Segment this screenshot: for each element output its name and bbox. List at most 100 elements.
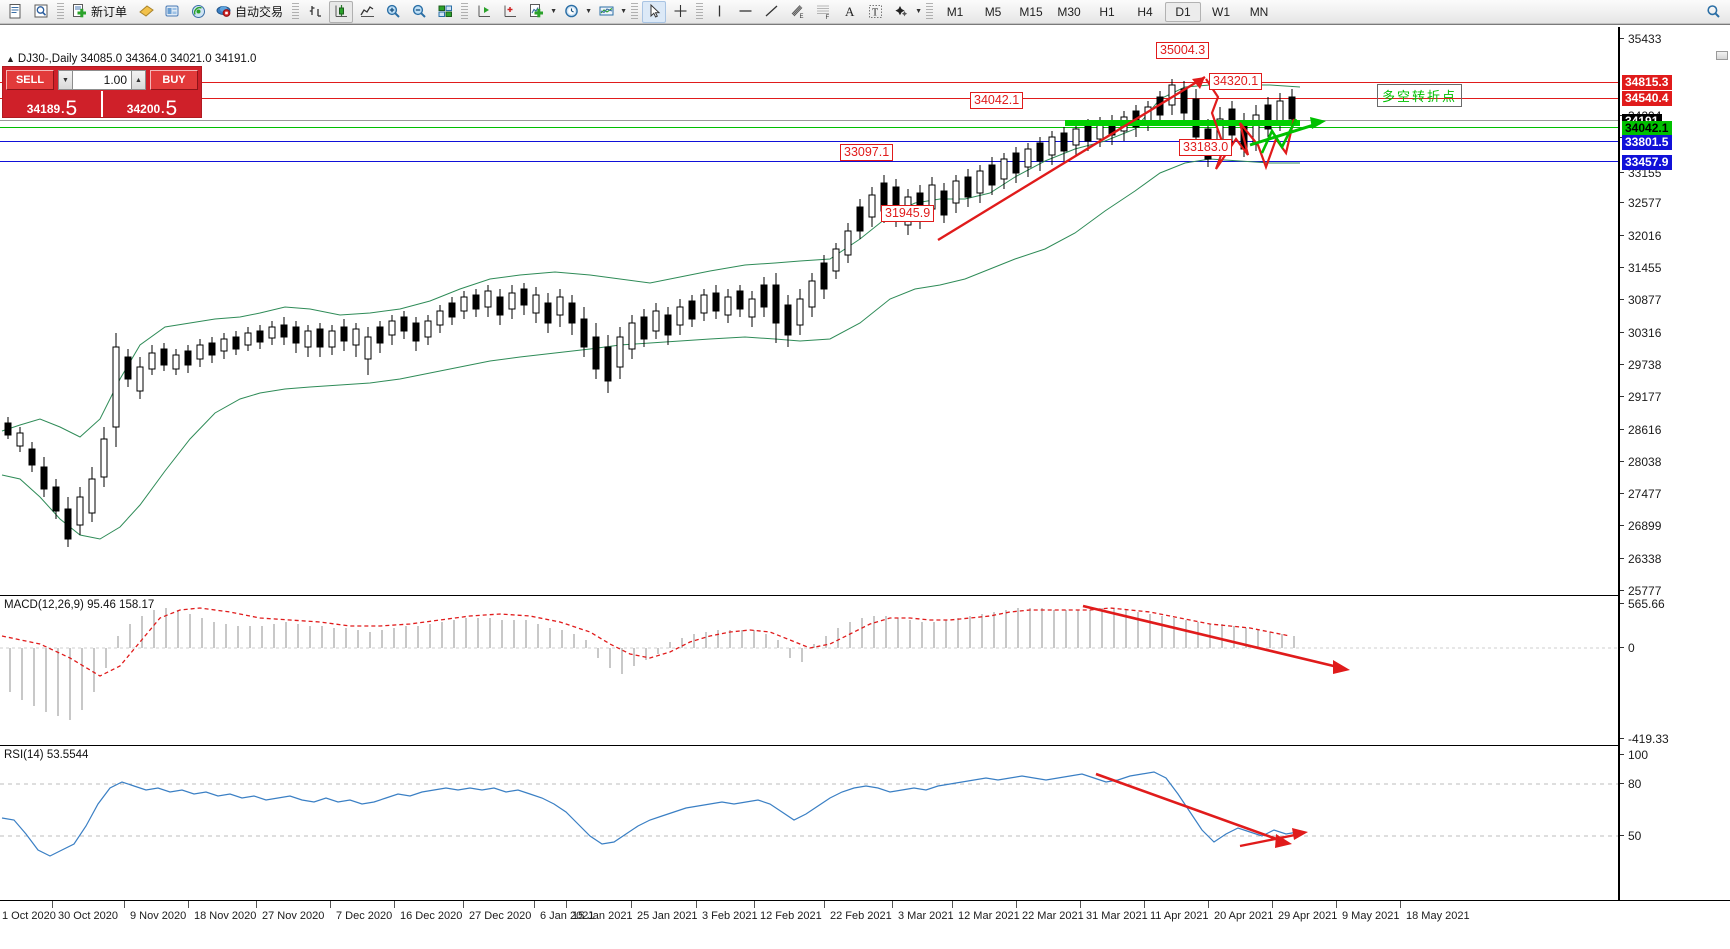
chart-profile-icon[interactable] [29,1,53,23]
chevron-down-icon[interactable]: ▼ [620,8,627,15]
volume-decrease-button[interactable]: ▼ [58,70,73,90]
price-pane-graphics [1,75,1326,547]
autotrading-button[interactable]: 自动交易 [212,1,288,23]
price-tag-35004[interactable]: 35004.3 [1156,42,1210,59]
add-indicator-icon[interactable] [524,1,548,23]
date-tick-10: 25 Jan 2021 [631,901,698,922]
collapse-arrow-icon[interactable]: ▲ [6,54,15,64]
timeframe-w1[interactable]: W1 [1212,4,1231,19]
chevron-down-icon[interactable]: ▼ [915,8,922,15]
horizontal-line-icon[interactable] [733,1,757,23]
date-axis[interactable]: 1 Oct 2020 30 Oct 2020 9 Nov 2020 18 Nov… [0,900,1730,949]
svg-text:T: T [872,8,878,19]
price-tag-33183[interactable]: 33183.0 [1179,139,1233,156]
zoom-out-icon[interactable] [407,1,431,23]
macd-axis: 565.66 0 -419.33 [1620,595,1730,745]
line-chart-icon[interactable] [355,1,379,23]
rsi-label: RSI(14) 53.5544 [4,749,89,761]
bar-chart-icon[interactable] [303,1,327,23]
trendline-icon[interactable] [759,1,783,23]
timeframe-m1[interactable]: M1 [946,4,964,19]
sell-price-frac: 5 [65,97,78,120]
date-tick-21: 9 May 2021 [1335,901,1400,922]
oct-top-row: SELL ▼ 1.00 ▲ BUY [3,67,201,91]
axis-tick-28038: 28038 [1620,456,1661,468]
volume-stepper[interactable]: ▼ 1.00 ▲ [58,70,146,90]
macd-tick-min: -419.33 [1620,733,1669,745]
one-click-trading-panel[interactable]: SELL ▼ 1.00 ▲ BUY 34189 . 5 34200 . 5 [2,66,202,120]
price-tag-31945[interactable]: 31945.9 [881,205,935,222]
timeframe-m15[interactable]: M15 [1019,4,1043,19]
axis-chip-34042[interactable]: 34042.1 [1622,121,1673,136]
svg-text:A: A [845,4,855,19]
axis-tick-32016: 32016 [1620,230,1661,242]
date-tick-22: 18 May 2021 [1400,901,1470,922]
axis-chip-33801[interactable]: 33801.5 [1622,135,1673,150]
signals-icon[interactable] [186,1,210,23]
macd-pane[interactable]: MACD(12,26,9) 95.46 158.17 [0,595,1618,745]
date-tick-1: 30 Oct 2020 [52,901,118,922]
volume-input[interactable]: 1.00 [73,70,131,90]
price-tag-34042[interactable]: 34042.1 [970,92,1024,109]
crosshair-icon[interactable] [668,1,692,23]
chevron-down-icon[interactable]: ▼ [585,8,592,15]
chart-shift-icon[interactable] [472,1,496,23]
sell-price[interactable]: 34189 . 5 [3,91,101,120]
chart-area[interactable]: 35004.3 34042.1 34320.1 33097.1 33183.0 … [0,24,1730,949]
axis-tick-33155: 33155 [1620,167,1661,179]
search-icon[interactable] [1701,1,1725,23]
axis-chip-34815[interactable]: 34815.3 [1622,75,1673,90]
axis-chip-34540[interactable]: 34540.4 [1622,91,1673,106]
timeframe-mn[interactable]: MN [1249,4,1269,19]
date-tick-9: 15 Jan 2021 [566,901,633,922]
timeframe-d1[interactable]: D1 [1165,1,1202,22]
timeframe-m30[interactable]: M30 [1057,4,1081,19]
text-label-icon[interactable]: T [863,1,887,23]
symbol-info-line: ▲ DJ30-,Daily 34085.0 34364.0 34021.0 341… [6,53,256,65]
date-tick-11: 3 Feb 2021 [696,901,758,922]
equidistant-channel-icon[interactable]: E [785,1,809,23]
timeframe-m5[interactable]: M5 [984,4,1002,19]
candlestick-chart-icon[interactable] [329,0,354,23]
buy-button[interactable]: BUY [150,70,198,90]
toolbar-separator [926,2,934,21]
axis-chip-33457[interactable]: 33457.9 [1622,155,1673,170]
timeframe-h4[interactable]: H4 [1137,4,1153,19]
templates-icon[interactable] [594,1,618,23]
zoom-in-icon[interactable] [381,1,405,23]
periods-clock-icon[interactable] [559,1,583,23]
date-tick-5: 7 Dec 2020 [329,901,393,922]
date-tick-13: 22 Feb 2021 [824,901,892,922]
chevron-down-icon[interactable]: ▼ [550,8,557,15]
turning-point-note[interactable]: 多空转折点 [1377,84,1463,107]
price-tag-34320[interactable]: 34320.1 [1209,73,1263,90]
new-chart-icon[interactable] [3,1,27,23]
new-order-button[interactable]: 新订单 [68,1,132,23]
axis-tick-27477: 27477 [1620,488,1661,500]
rsi-pane[interactable]: RSI(14) 53.5544 [0,745,1618,900]
volume-increase-button[interactable]: ▲ [131,70,146,90]
tile-windows-icon[interactable] [433,1,457,23]
date-tick-2: 9 Nov 2020 [123,901,187,922]
text-icon[interactable]: A [837,1,861,23]
metaeditor-icon[interactable] [134,1,158,23]
price-axis[interactable]: 35433 34294 33718 33155 32577 32016 3145… [1620,27,1730,597]
price-tag-33097[interactable]: 33097.1 [840,144,894,161]
shapes-icon[interactable] [889,1,913,23]
auto-scroll-icon[interactable] [498,1,522,23]
timeframe-h1[interactable]: H1 [1099,4,1115,19]
buy-price[interactable]: 34200 . 5 [101,91,201,119]
fibonacci-retracement-icon[interactable]: F [811,1,835,23]
date-tick-15: 12 Mar 2021 [952,901,1020,922]
axis-tick-25777: 25777 [1620,585,1661,597]
date-tick-0: 1 Oct 2020 [2,910,56,922]
toolbar-right-group [1700,1,1730,23]
sell-button[interactable]: SELL [6,70,54,90]
price-pane[interactable]: 35004.3 34042.1 34320.1 33097.1 33183.0 … [0,27,1618,595]
navigator-icon[interactable] [160,1,184,23]
resistance-line-34540 [0,98,1618,99]
cursor-icon[interactable] [642,0,667,23]
scrollbar-nub[interactable] [1716,51,1728,60]
vertical-line-icon[interactable] [707,1,731,23]
axis-tick-26899: 26899 [1620,520,1661,532]
